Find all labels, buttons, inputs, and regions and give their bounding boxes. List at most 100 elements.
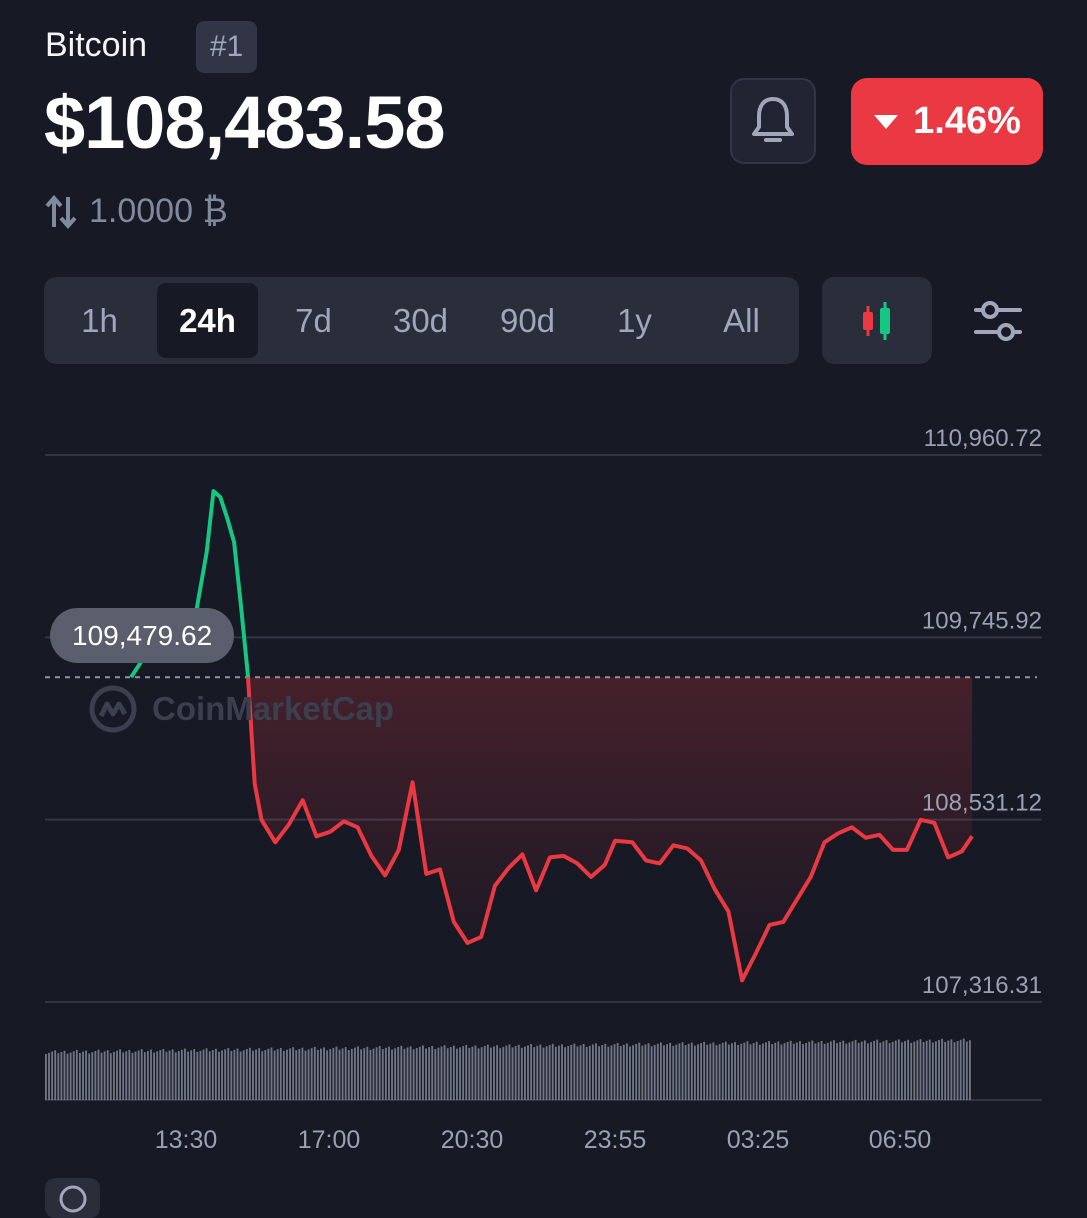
y-tick-label: 110,960.72 xyxy=(924,425,1042,452)
volume-bar xyxy=(125,1051,128,1100)
tab-1h[interactable]: 1h xyxy=(81,301,118,339)
info-button[interactable] xyxy=(45,1178,100,1218)
conversion-row[interactable]: 1.0000 ₿ xyxy=(45,192,228,231)
volume-bar xyxy=(607,1046,610,1100)
volume-bar xyxy=(375,1047,378,1100)
volume-bar xyxy=(350,1048,353,1100)
volume-bar xyxy=(301,1047,304,1100)
volume-bar xyxy=(969,1040,971,1100)
volume-bar xyxy=(879,1042,882,1100)
volume-bar xyxy=(388,1046,390,1100)
volume-bar xyxy=(307,1049,310,1100)
volume-bar xyxy=(425,1048,427,1100)
x-tick-label: 13:30 xyxy=(155,1126,218,1154)
tab-7d[interactable]: 7d xyxy=(295,301,332,339)
volume-bar xyxy=(582,1044,585,1100)
tab-30d[interactable]: 30d xyxy=(392,301,449,339)
chart-type-button[interactable] xyxy=(822,277,932,364)
volume-bar xyxy=(907,1039,910,1100)
volume-bar xyxy=(496,1045,499,1100)
volume-bar xyxy=(57,1053,60,1100)
volume-bar xyxy=(214,1048,217,1100)
volume-bar xyxy=(848,1042,851,1100)
volume-bar xyxy=(51,1051,54,1100)
x-tick-label: 06:50 xyxy=(869,1126,932,1154)
volume-bar xyxy=(137,1050,140,1100)
volume-bar xyxy=(360,1049,363,1100)
volume-bar xyxy=(885,1040,888,1100)
volume-bar xyxy=(678,1043,681,1100)
tab-1y[interactable]: 1y xyxy=(617,301,652,339)
volume-bar xyxy=(727,1044,730,1100)
volume-bar xyxy=(252,1050,254,1100)
price-chart[interactable]: 110,960.72 109,745.92 108,531.12 107,316.31… xyxy=(0,380,1087,1170)
volume-bar xyxy=(286,1049,288,1100)
volume-bar xyxy=(131,1052,134,1100)
tab-24h[interactable]: 24h xyxy=(157,283,258,358)
volume-bar xyxy=(740,1043,743,1100)
volume-bar xyxy=(440,1046,443,1100)
volume-bar xyxy=(870,1042,872,1100)
volume-bar xyxy=(221,1050,223,1100)
volume-bar xyxy=(190,1050,193,1100)
volume-bar xyxy=(128,1049,131,1100)
volume-bar xyxy=(415,1048,418,1100)
volume-bar xyxy=(876,1039,879,1100)
volume-bar xyxy=(418,1046,421,1100)
volume-bar xyxy=(823,1043,826,1100)
rank-badge: #1 xyxy=(196,21,257,73)
volume-bar xyxy=(931,1042,934,1100)
volume-bar xyxy=(817,1042,820,1100)
volume-bar xyxy=(573,1043,576,1100)
volume-bar xyxy=(224,1049,227,1100)
volume-bar xyxy=(78,1053,81,1100)
volume-bar xyxy=(112,1051,115,1100)
volume-bar xyxy=(150,1049,152,1100)
volume-bar xyxy=(697,1044,699,1100)
volume-bar xyxy=(700,1043,702,1100)
volume-bar xyxy=(156,1051,159,1100)
volume-bar xyxy=(165,1051,168,1100)
volume-bar xyxy=(653,1044,656,1100)
volume-bar xyxy=(873,1040,876,1100)
volume-bar xyxy=(443,1045,446,1100)
volume-bar xyxy=(595,1043,597,1100)
volume-bar xyxy=(471,1046,474,1100)
volume-bar xyxy=(610,1045,613,1100)
volume-bar xyxy=(369,1049,372,1100)
volume-bar xyxy=(959,1039,962,1100)
volume-bar xyxy=(116,1050,118,1100)
volume-bar xyxy=(557,1045,560,1100)
volume-bar xyxy=(882,1041,885,1100)
volume-bar xyxy=(323,1047,325,1100)
volume-bar xyxy=(585,1047,588,1100)
volume-bar xyxy=(279,1048,282,1100)
volume-bar xyxy=(613,1044,616,1100)
volume-bar xyxy=(761,1043,764,1100)
volume-bar xyxy=(486,1044,489,1100)
volume-bar xyxy=(45,1054,47,1100)
volume-bar xyxy=(267,1048,270,1100)
volume-bar xyxy=(910,1042,913,1100)
volume-bar xyxy=(533,1047,536,1100)
volume-bar xyxy=(462,1046,465,1100)
volume-bar xyxy=(539,1044,542,1100)
bell-icon xyxy=(752,97,794,142)
volume-bar xyxy=(134,1051,137,1100)
price-alert-button[interactable] xyxy=(730,78,816,164)
volume-bar xyxy=(706,1044,709,1100)
volume-bar xyxy=(622,1044,625,1100)
volume-bar xyxy=(248,1047,251,1100)
volume-bar xyxy=(255,1049,257,1100)
volume-bar xyxy=(502,1046,505,1100)
volume-bar xyxy=(94,1051,97,1100)
volume-bar xyxy=(446,1048,449,1100)
chart-settings-button[interactable] xyxy=(970,295,1026,347)
caret-down-icon xyxy=(874,114,899,129)
tab-90d[interactable]: 90d xyxy=(499,301,556,339)
volume-bar xyxy=(758,1044,761,1100)
volume-bar xyxy=(465,1045,468,1100)
volume-bar xyxy=(684,1045,687,1100)
volume-bar xyxy=(771,1044,774,1100)
tab-all[interactable]: All xyxy=(723,301,760,339)
